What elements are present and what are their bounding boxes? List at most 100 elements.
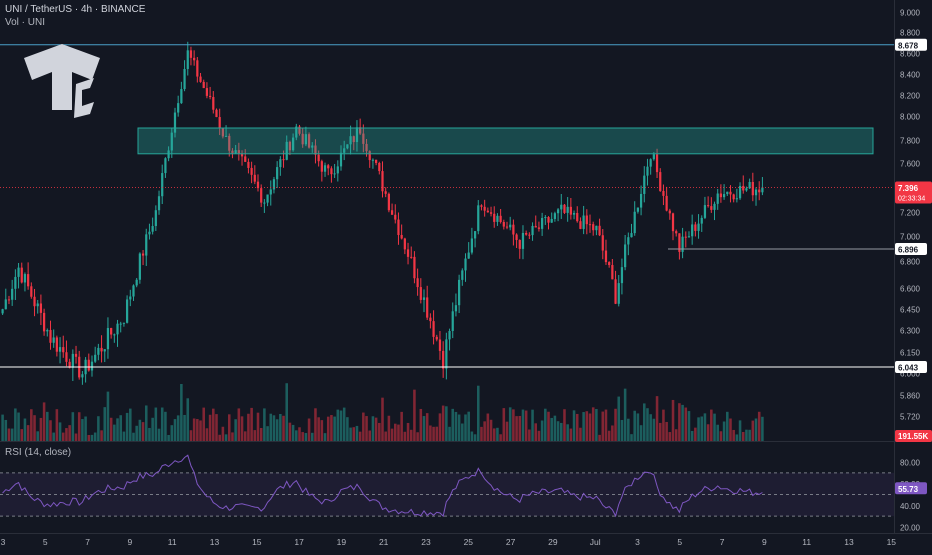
candle-body bbox=[244, 156, 247, 162]
volume-bar bbox=[579, 427, 582, 441]
candle-body bbox=[406, 249, 410, 257]
time-tick-label: 13 bbox=[210, 537, 220, 547]
candle-body bbox=[288, 141, 292, 151]
volume-bar bbox=[224, 434, 228, 441]
volume-bar bbox=[167, 434, 170, 441]
volume-bar bbox=[713, 413, 716, 441]
volume-bar bbox=[719, 431, 723, 441]
volume-bar bbox=[362, 412, 365, 441]
candle-body bbox=[36, 303, 39, 307]
volume-bar bbox=[518, 415, 522, 441]
candle-body bbox=[208, 95, 212, 98]
volume-bar bbox=[445, 406, 448, 441]
volume-bar bbox=[409, 429, 413, 441]
level-tag-label: 6.896 bbox=[898, 246, 919, 255]
volume-bar bbox=[291, 424, 295, 441]
volume-bar bbox=[84, 416, 87, 441]
candle-body bbox=[713, 203, 716, 210]
candle-body bbox=[193, 57, 196, 61]
candle-body bbox=[461, 270, 464, 280]
volume-bar bbox=[138, 419, 142, 441]
volume-bar bbox=[333, 416, 336, 441]
candle-body bbox=[668, 210, 671, 214]
volume-bar bbox=[352, 427, 356, 441]
volume-bar bbox=[202, 407, 205, 441]
candle-body bbox=[659, 172, 662, 191]
candle-body bbox=[691, 224, 694, 237]
candle-body bbox=[601, 235, 604, 251]
volume-bar bbox=[470, 431, 474, 441]
volume-bar bbox=[234, 419, 237, 441]
volume-bar bbox=[100, 430, 103, 441]
volume-bar bbox=[36, 431, 39, 441]
price-tick-label: 8.800 bbox=[900, 29, 921, 38]
last-price-tag bbox=[895, 181, 932, 204]
candle-body bbox=[298, 126, 301, 134]
candle-body bbox=[205, 88, 209, 96]
volume-bar bbox=[176, 415, 180, 441]
volume-bar bbox=[486, 413, 490, 441]
candle-body bbox=[4, 299, 7, 310]
volume-bar bbox=[135, 425, 138, 441]
volume-bar bbox=[540, 420, 544, 441]
volume-title: Vol · UNI bbox=[5, 17, 46, 28]
candle-body bbox=[435, 336, 438, 340]
time-tick-label: 7 bbox=[720, 537, 725, 547]
volume-bar bbox=[697, 417, 700, 441]
volume-bar bbox=[531, 409, 534, 441]
candle-body bbox=[263, 202, 266, 204]
volume-bar bbox=[582, 412, 585, 441]
volume-bar bbox=[173, 419, 177, 441]
volume-bar bbox=[604, 409, 608, 441]
volume-bar bbox=[575, 413, 579, 441]
candle-body bbox=[624, 244, 627, 268]
candle-body bbox=[707, 205, 710, 207]
volume-bar bbox=[49, 420, 52, 441]
volume-bar bbox=[218, 434, 221, 441]
candle-body bbox=[365, 143, 368, 152]
price-tick-label: 7.000 bbox=[900, 233, 921, 242]
candle-body bbox=[489, 212, 493, 214]
volume-bar bbox=[710, 409, 713, 441]
candle-body bbox=[410, 256, 413, 258]
volume-bar bbox=[595, 409, 598, 441]
candle-body bbox=[46, 330, 49, 332]
volume-tag-value: 191.55K bbox=[898, 432, 928, 441]
candle-body bbox=[761, 187, 764, 193]
candle-body bbox=[164, 158, 167, 174]
candle-body bbox=[314, 145, 317, 155]
volume-bar bbox=[489, 419, 493, 441]
volume-bar bbox=[81, 419, 84, 441]
rsi-title: RSI (14, close) bbox=[5, 447, 72, 458]
time-tick-label: 11 bbox=[802, 537, 811, 547]
last-price-value: 7.396 bbox=[898, 184, 919, 193]
volume-bar bbox=[496, 427, 499, 441]
candle-body bbox=[333, 173, 336, 175]
candle-body bbox=[745, 188, 748, 191]
volume-bar bbox=[598, 434, 601, 441]
volume-bar bbox=[432, 426, 435, 441]
candle-body bbox=[352, 136, 355, 143]
candle-body bbox=[726, 191, 729, 195]
candle-body bbox=[62, 347, 65, 353]
time-tick-label: 15 bbox=[887, 537, 897, 547]
volume-bar bbox=[301, 432, 304, 441]
candle-body bbox=[438, 339, 442, 351]
candle-body bbox=[266, 194, 269, 203]
volume-bar bbox=[52, 432, 55, 441]
candle-body bbox=[33, 296, 36, 307]
volume-bar bbox=[90, 434, 94, 441]
volume-bar bbox=[349, 427, 352, 441]
volume-bar bbox=[58, 422, 62, 441]
volume-bar bbox=[231, 432, 234, 441]
price-tick-label: 6.450 bbox=[900, 306, 921, 315]
candle-body bbox=[167, 150, 170, 159]
volume-bar bbox=[164, 411, 167, 441]
candle-body bbox=[432, 321, 435, 337]
candle-body bbox=[627, 237, 630, 245]
candle-body bbox=[253, 174, 256, 182]
candle-body bbox=[343, 148, 346, 153]
level-tag-bg bbox=[895, 38, 927, 51]
